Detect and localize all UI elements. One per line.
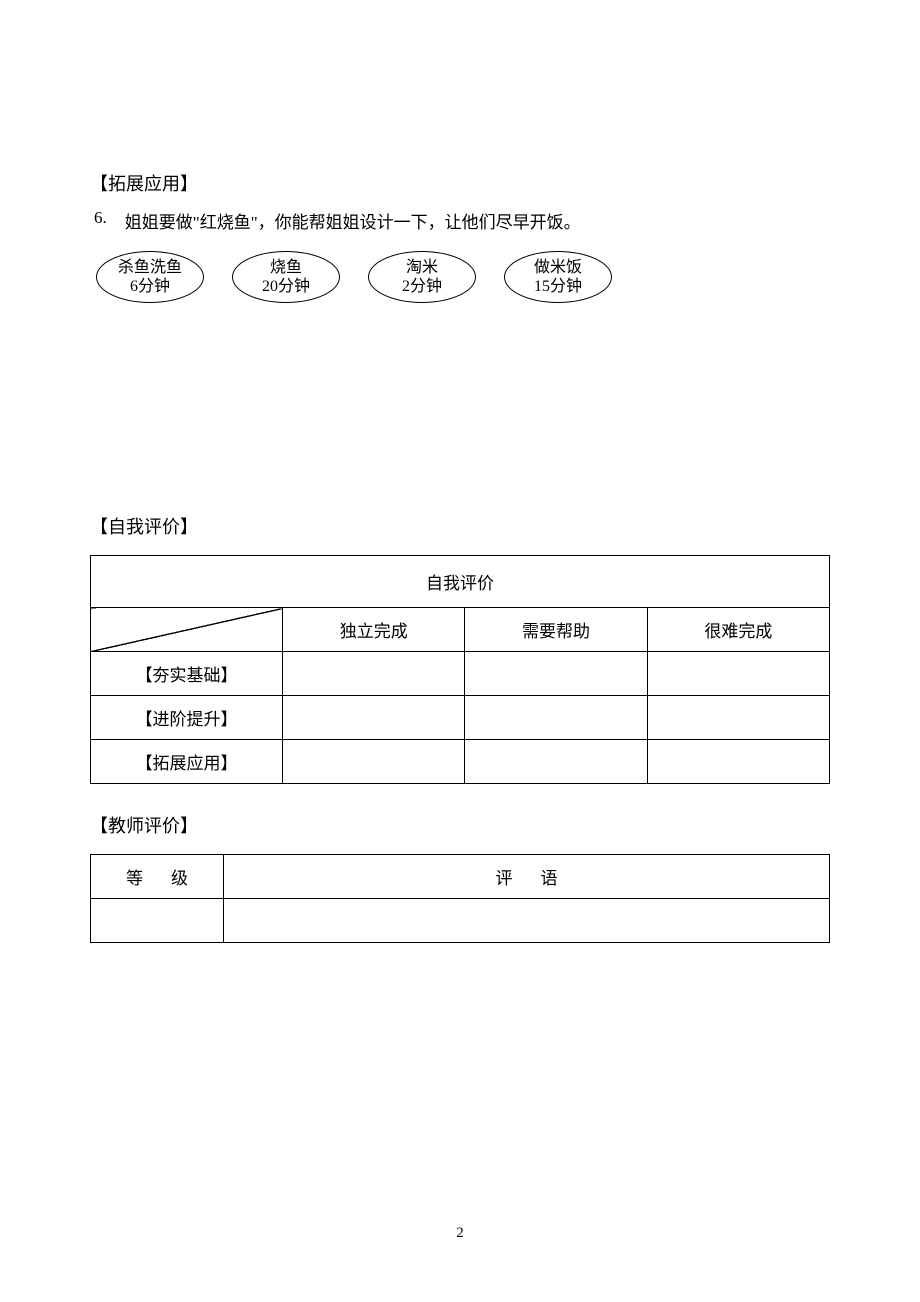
diagonal-header-cell	[91, 608, 283, 652]
task-oval: 烧鱼 20分钟	[232, 251, 340, 303]
column-header: 很难完成	[647, 608, 829, 652]
question-number: 6.	[94, 208, 107, 233]
task-oval: 杀鱼洗鱼 6分钟	[96, 251, 204, 303]
eval-cell[interactable]	[647, 652, 829, 696]
task-name: 烧鱼	[270, 258, 302, 277]
task-oval: 淘米 2分钟	[368, 251, 476, 303]
extension-section-header: 【拓展应用】	[90, 170, 830, 196]
task-oval: 做米饭 15分钟	[504, 251, 612, 303]
eval-cell[interactable]	[283, 740, 465, 784]
table-title-cell: 自我评价	[91, 556, 830, 608]
task-duration: 2分钟	[402, 277, 442, 296]
task-name: 淘米	[406, 258, 438, 277]
eval-cell[interactable]	[465, 696, 647, 740]
eval-cell[interactable]	[465, 740, 647, 784]
self-evaluation-table: 自我评价 独立完成 需要帮助 很难完成 【夯实基础】 【进阶提升】 【拓展应用】	[90, 555, 830, 784]
eval-cell[interactable]	[647, 696, 829, 740]
task-ovals-row: 杀鱼洗鱼 6分钟 烧鱼 20分钟 淘米 2分钟 做米饭 15分钟	[96, 251, 830, 303]
task-name: 做米饭	[534, 258, 582, 277]
task-duration: 6分钟	[130, 277, 170, 296]
task-name: 杀鱼洗鱼	[118, 258, 182, 277]
eval-cell[interactable]	[465, 652, 647, 696]
eval-cell[interactable]	[647, 740, 829, 784]
teacher-eval-section-header: 【教师评价】	[90, 812, 830, 838]
row-header: 【进阶提升】	[91, 696, 283, 740]
question-text: 姐姐要做"红烧鱼"，你能帮姐姐设计一下，让他们尽早开饭。	[125, 208, 581, 233]
question-line: 6. 姐姐要做"红烧鱼"，你能帮姐姐设计一下，让他们尽早开饭。	[90, 208, 830, 233]
grade-cell[interactable]	[91, 899, 224, 943]
eval-cell[interactable]	[283, 652, 465, 696]
column-header: 评语	[224, 855, 830, 899]
task-duration: 15分钟	[534, 277, 582, 296]
column-header: 独立完成	[283, 608, 465, 652]
task-duration: 20分钟	[262, 277, 310, 296]
row-header: 【拓展应用】	[91, 740, 283, 784]
page-number: 2	[0, 1225, 920, 1242]
column-header: 需要帮助	[465, 608, 647, 652]
teacher-evaluation-table: 等级 评语	[90, 854, 830, 943]
eval-cell[interactable]	[283, 696, 465, 740]
row-header: 【夯实基础】	[91, 652, 283, 696]
self-eval-section-header: 【自我评价】	[90, 513, 830, 539]
comment-cell[interactable]	[224, 899, 830, 943]
column-header: 等级	[91, 855, 224, 899]
